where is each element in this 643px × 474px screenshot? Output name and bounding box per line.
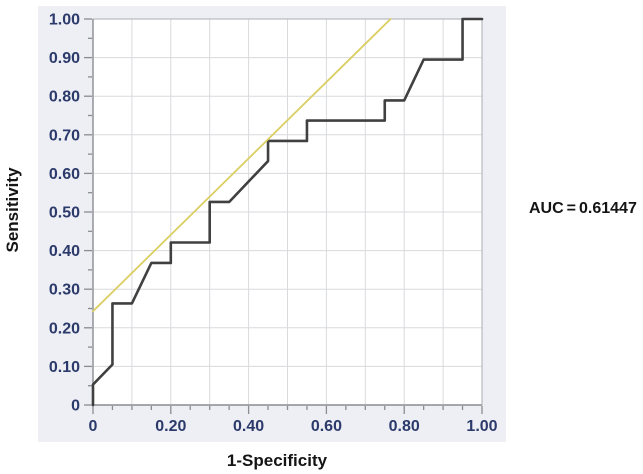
y-tick-label: 0.70 (49, 127, 80, 144)
y-tick-label: 1.00 (49, 12, 80, 29)
auc-value: 0.61447 (579, 200, 637, 217)
roc-curve (91, 17, 484, 407)
x-tick-label: 1.00 (466, 418, 497, 435)
x-axis-title: 1-Specificity (227, 451, 328, 470)
series-group (91, 17, 484, 407)
x-tick-label: 0.40 (233, 418, 264, 435)
y-tick-label: 0.10 (49, 359, 80, 376)
y-tick-label: 0 (71, 398, 80, 415)
y-tick-label: 0.20 (49, 320, 80, 337)
auc-equals: = (567, 200, 576, 217)
axis-ticks (84, 18, 483, 414)
auc-annotation: AUC = 0.61447 (529, 200, 637, 217)
y-tick-labels: 0 0.10 0.20 0.30 0.40 0.50 0.60 0.70 0.80 0.90 1.0… (49, 12, 80, 415)
y-axis-title: Sensitivity (3, 167, 22, 253)
y-tick-label: 0.30 (49, 282, 80, 299)
y-tick-label: 0.60 (49, 166, 80, 183)
x-tick-label: 0.60 (311, 418, 342, 435)
x-tick-label: 0.80 (389, 418, 420, 435)
y-tick-label: 0.50 (49, 205, 80, 222)
y-tick-label: 0.80 (49, 89, 80, 106)
reference-line (92, 18, 392, 313)
y-tick-label: 0.40 (49, 243, 80, 260)
x-tick-labels: 0 0.20 0.40 0.60 0.80 1.00 (89, 418, 498, 435)
x-tick-label: 0 (89, 418, 98, 435)
y-tick-label: 0.90 (49, 50, 80, 67)
auc-label: AUC (529, 200, 564, 217)
x-tick-label: 0.20 (155, 418, 186, 435)
